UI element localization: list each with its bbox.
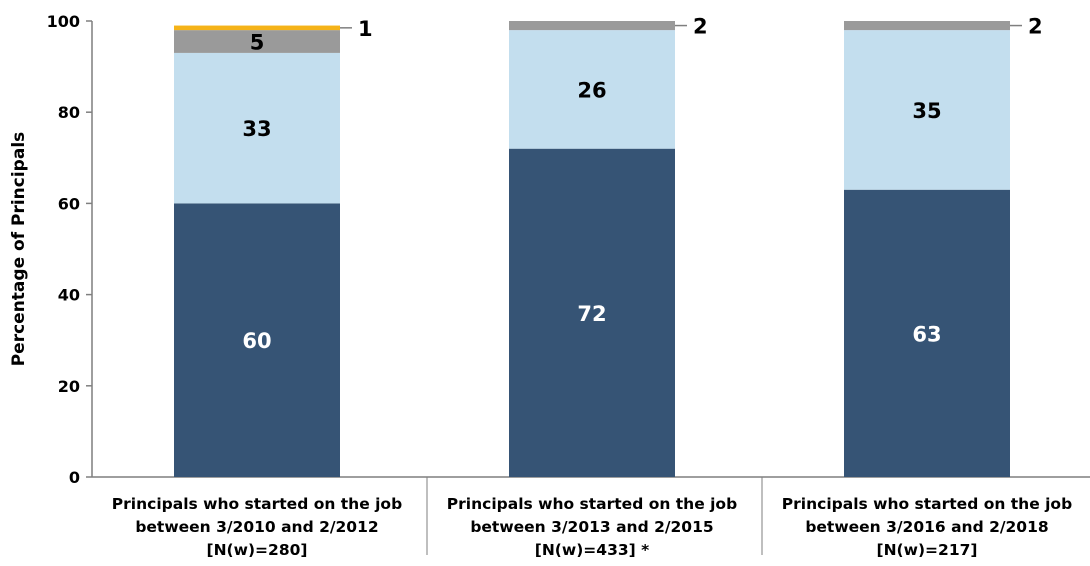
chart-axes: 0 20 40 60 80 100 Percentage of Principals Prin… [9,12,1090,559]
bar-segment [509,148,675,477]
x-category-label-line: Principals who started on the job [112,495,402,513]
x-category-label-line: Principals who started on the job [782,495,1072,513]
bar-segment [174,52,340,204]
y-tick-label: 60 [58,194,80,213]
y-axis-title: Percentage of Principals [9,132,29,367]
y-tick-label: 40 [58,286,80,305]
bar-segment [509,21,675,31]
bar-segment [174,25,340,31]
bar-segment [844,30,1010,190]
bar-segment-label: 33 [242,117,271,141]
bar-segment-label: 35 [912,99,941,123]
y-tick-label: 20 [58,377,80,396]
x-category-label: Principals who started on the job between… [782,495,1072,559]
y-tick-label: 80 [58,103,80,122]
y-tick-label: 100 [47,12,80,31]
x-category-label: Principals who started on the job between… [112,495,402,559]
x-category-label-line: [N(w)=433] * [535,541,649,559]
x-category-label-line: [N(w)=217] [877,541,978,559]
bar-segment [174,203,340,477]
x-category-label-line: between 3/2010 and 2/2012 [135,518,378,536]
y-tick-label: 0 [69,468,80,487]
bar-segment-label: 72 [577,302,606,326]
bar-segment-label: 26 [577,78,606,102]
bar-segment [844,189,1010,477]
x-category-label-line: [N(w)=280] [207,541,308,559]
bar-segment-label: 2 [693,15,708,39]
bar-segment [174,30,340,53]
bar-segment-label: 63 [912,322,941,346]
bar-segment-label: 1 [358,17,373,41]
chart-bars [174,21,1010,477]
chart-labels: 60 33 5 1 72 26 2 63 35 2 [242,15,1042,354]
x-category-label-line: between 3/2016 and 2/2018 [805,518,1048,536]
x-category-label-line: Principals who started on the job [447,495,737,513]
bar-segment [844,21,1010,31]
bar-segment-label: 60 [242,329,271,353]
bar-segment-label: 2 [1028,15,1043,39]
x-category-label: Principals who started on the job between… [447,495,737,559]
bar-segment-label: 5 [250,31,265,55]
x-category-label-line: between 3/2013 and 2/2015 [470,518,713,536]
bar-segment [509,30,675,149]
